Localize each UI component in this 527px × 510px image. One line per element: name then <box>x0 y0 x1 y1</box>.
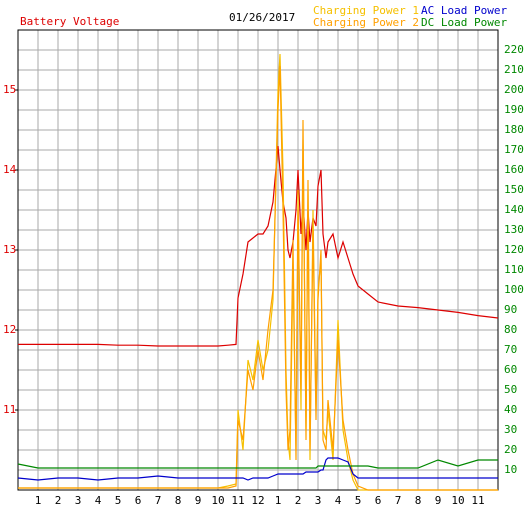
y2-tick-label: 210 <box>504 63 524 76</box>
x-tick-label: 10 <box>451 494 464 507</box>
y-tick-label: 13 <box>3 243 16 256</box>
x-tick-label: 9 <box>435 494 442 507</box>
x-tick-label: 4 <box>335 494 342 507</box>
y2-tick-label: 70 <box>504 343 517 356</box>
legend-label: Charging Power 2 <box>313 16 419 29</box>
chart-title: 01/26/2017 <box>229 11 295 24</box>
y2-tick-label: 220 <box>504 43 524 56</box>
y2-tick-label: 80 <box>504 323 517 336</box>
y2-tick-label: 170 <box>504 143 524 156</box>
y2-tick-label: 40 <box>504 403 517 416</box>
y2-tick-label: 10 <box>504 463 517 476</box>
series-line <box>18 65 498 491</box>
x-tick-label: 2 <box>55 494 62 507</box>
x-tick-label: 11 <box>471 494 484 507</box>
x-tick-label: 12 <box>251 494 264 507</box>
y2-tick-label: 30 <box>504 423 517 436</box>
plot-area <box>18 30 500 490</box>
y2-tick-label: 90 <box>504 303 517 316</box>
y2-tick-label: 100 <box>504 283 524 296</box>
x-tick-label: 9 <box>195 494 202 507</box>
plot-border <box>17 29 499 491</box>
legend-label: Charging Power 1 <box>313 4 419 17</box>
legend-label: AC Load Power <box>421 4 507 17</box>
legend-label: Battery Voltage <box>20 15 119 28</box>
x-tick-label: 1 <box>35 494 42 507</box>
y2-tick-label: 190 <box>504 103 524 116</box>
y2-tick-label: 140 <box>504 203 524 216</box>
y-tick-label: 14 <box>3 163 17 176</box>
y2-tick-label: 160 <box>504 163 524 176</box>
y2-tick-label: 50 <box>504 383 517 396</box>
y2-tick-label: 120 <box>504 243 524 256</box>
y2-tick-label: 20 <box>504 443 517 456</box>
y2-tick-label: 150 <box>504 183 524 196</box>
x-tick-label: 7 <box>395 494 402 507</box>
y-tick-label: 12 <box>3 323 16 336</box>
y2-tick-label: 180 <box>504 123 524 136</box>
x-tick-label: 3 <box>75 494 82 507</box>
x-tick-label: 2 <box>295 494 302 507</box>
x-tick-label: 8 <box>415 494 422 507</box>
y2-tick-label: 60 <box>504 363 517 376</box>
legend-label: DC Load Power <box>421 16 507 29</box>
x-tick-label: 10 <box>211 494 224 507</box>
x-tick-label: 1 <box>275 494 282 507</box>
series-line <box>18 145 499 347</box>
x-tick-label: 3 <box>315 494 322 507</box>
series-line <box>17 457 498 481</box>
series-line <box>17 459 498 469</box>
x-tick-label: 5 <box>355 494 362 507</box>
y2-tick-label: 130 <box>504 223 524 236</box>
y-tick-label: 15 <box>3 83 16 96</box>
x-tick-label: 7 <box>155 494 162 507</box>
x-tick-label: 6 <box>375 494 382 507</box>
x-tick-label: 5 <box>115 494 122 507</box>
x-tick-label: 6 <box>135 494 142 507</box>
x-tick-label: 11 <box>231 494 244 507</box>
x-tick-label: 4 <box>95 494 102 507</box>
x-tick-label: 8 <box>175 494 182 507</box>
y2-tick-label: 200 <box>504 83 524 96</box>
y2-tick-label: 110 <box>504 263 524 276</box>
y-tick-label: 11 <box>3 403 16 416</box>
